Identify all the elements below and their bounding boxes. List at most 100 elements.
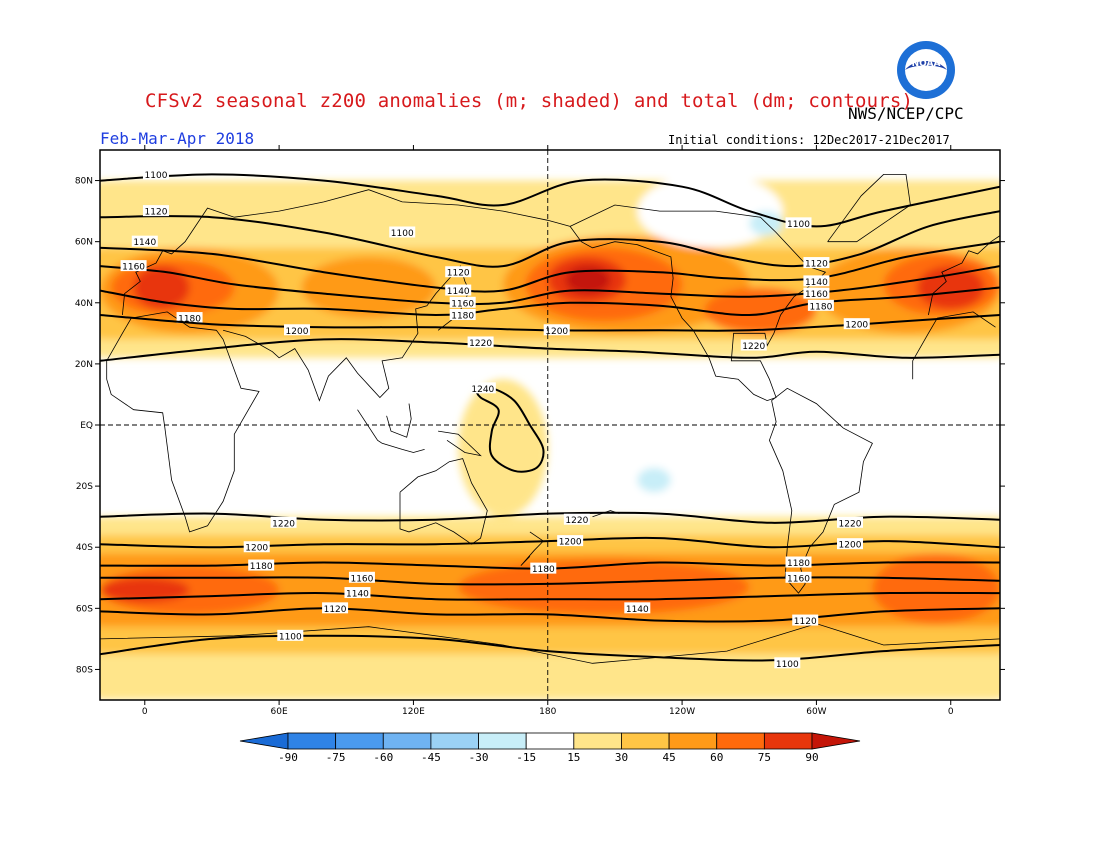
contour-line [100,338,1000,362]
coastline [827,174,911,243]
contour-label: 1160 [451,299,474,309]
colorbar-segment [668,732,718,750]
period-label: Feb-Mar-Apr 2018 [100,129,255,148]
contour-label-bg [557,535,584,547]
contour-label: 1220 [742,342,765,352]
anomaly-region [704,287,817,334]
colorbar-label: -60 [373,751,393,764]
contour-label-bg [445,266,472,278]
contour-label-bg [120,260,147,272]
contour-label-bg [785,217,812,229]
initial-conditions-label: Initial conditions: 12Dec2017-21Dec2017 [668,133,950,147]
lon-tick-label: 60W [806,707,826,717]
contour-label-bg [563,513,590,525]
contour-label-bg [322,602,349,614]
contour-label: 1140 [346,590,369,600]
contour-label: 1160 [787,574,810,584]
contour-label: 1200 [839,541,862,551]
contour-label: 1140 [626,605,649,615]
contour-label-bg [348,571,375,583]
contour-label-bg [807,299,834,311]
contour-label-bg [843,318,870,330]
colorbar-segment [287,732,337,750]
contour-line [100,634,1000,662]
colorbar-segment [525,732,575,750]
colorbar-label: -15 [516,751,536,764]
contour-label-bg [445,284,472,296]
contour-label-bg [469,382,496,394]
contour-label: 1140 [133,238,156,248]
contour-label: 1220 [469,339,492,349]
contour-label-bg [248,559,275,571]
coastline [520,531,544,566]
lat-tick-label: 80S [76,665,93,675]
colorbar-label: 30 [615,751,628,764]
colorbar-high-triangle [811,732,861,750]
lat-tick-label: 60N [75,238,93,248]
lat-tick-label: 20S [76,482,93,492]
logo-text: NOAA [912,59,941,69]
contour-label: 1160 [350,574,373,584]
coastline [106,311,260,533]
colorbar-label: 60 [710,751,723,764]
colorbar-segment [430,732,479,750]
contour-label: 1140 [805,278,828,288]
contour-label: 1180 [451,312,474,322]
contour-label: 1140 [447,287,470,297]
colorbar-segment [621,732,670,750]
contour-line [100,265,1000,306]
colorbar: -90 -75 -60 -45 -30 -15 15 30 45 60 75 90 [239,732,861,764]
contour-label: 1160 [122,263,145,273]
contour-label: 1220 [272,519,295,529]
contour-label: 1100 [391,229,414,239]
contour-label: 1200 [545,327,568,337]
anomaly-region [565,266,611,294]
contour-label-bg [803,287,830,299]
agency-label: NWS/NCEP/CPC [848,104,964,123]
contour-label: 1120 [447,269,470,279]
contour-label-bg [389,226,416,238]
contour-label: 1120 [145,208,168,218]
contour-label-bg [774,657,801,669]
coastline [928,235,1000,316]
colorbar-segment [763,732,813,750]
colorbar-label: -45 [421,751,441,764]
contour-label: 1180 [178,315,201,325]
noaa-logo-icon: NOAA [897,41,955,99]
contour-label-bg [740,339,767,351]
reference-lines [100,150,1000,700]
anomaly-region [749,211,783,236]
contour-label-bg [131,235,158,247]
coastline [438,430,482,457]
coastline [569,204,827,402]
contour-label-bg [277,629,304,641]
contour-label: 1120 [794,617,817,627]
lat-tick-label: EQ [80,421,93,431]
lon-tick-label: 60E [271,707,288,717]
contour-line [100,240,1000,293]
contour-label: 1240 [471,385,494,395]
colorbar-label: -75 [326,751,346,764]
contour-label-bg [803,275,830,287]
colorbar-segment [478,732,527,750]
contour-line [100,210,1000,268]
contour-label-bg [449,309,476,320]
coastline [386,403,412,438]
contour-line [100,314,1000,332]
contour-label-bg [792,614,819,626]
colorbar-segment [382,732,432,750]
contour-label: 1100 [787,220,810,230]
contour-label-bg [142,205,169,217]
contour-label: 1100 [279,632,302,642]
coastline [399,458,488,545]
contour-label-bg [837,538,863,550]
colorbar-label: -30 [469,751,489,764]
contour-label: 1220 [565,516,588,526]
contour-label-bg [176,312,203,324]
contour-label-bg [270,516,297,528]
contour-label-bg [142,168,169,180]
colorbar-label: 15 [567,751,580,764]
colorbar-segment [716,732,765,750]
lon-tick-label: 120W [669,707,695,717]
contour-label: 1220 [839,519,862,529]
